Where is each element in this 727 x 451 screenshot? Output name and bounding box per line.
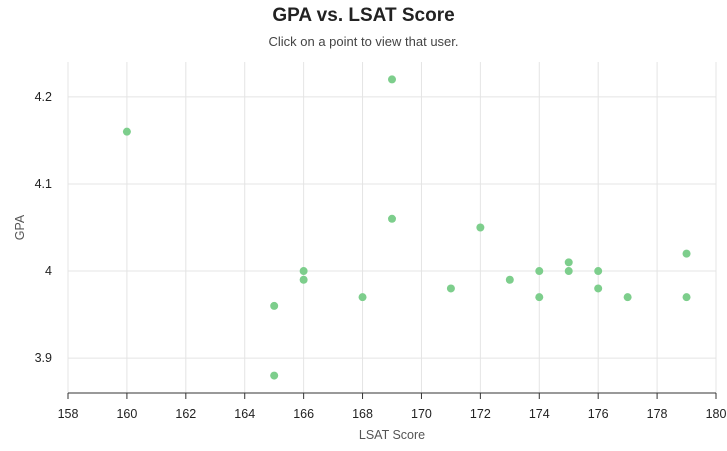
data-point[interactable]	[270, 301, 279, 310]
data-point[interactable]	[594, 284, 603, 293]
x-tick-label: 160	[116, 407, 137, 421]
x-tick-label: 170	[411, 407, 432, 421]
x-tick-label: 180	[706, 407, 727, 421]
data-point[interactable]	[358, 293, 367, 302]
x-tick-label: 158	[58, 407, 79, 421]
data-point[interactable]	[446, 284, 455, 293]
data-point[interactable]	[388, 75, 396, 84]
chart-title: GPA vs. LSAT Score	[272, 5, 455, 26]
data-point[interactable]	[122, 127, 131, 136]
y-tick-label: 3.9	[35, 351, 52, 365]
x-tick-label: 178	[647, 407, 668, 421]
data-point[interactable]	[682, 293, 691, 302]
data-point[interactable]	[299, 275, 308, 284]
x-tick-label: 164	[234, 407, 255, 421]
y-tick-label: 4.2	[35, 90, 52, 104]
data-point[interactable]	[564, 258, 573, 267]
x-tick-label: 176	[588, 407, 609, 421]
data-point[interactable]	[270, 371, 279, 380]
data-point[interactable]	[476, 223, 485, 232]
y-tick-label: 4	[45, 264, 52, 278]
x-tick-label: 172	[470, 407, 491, 421]
x-axis-title: LSAT Score	[359, 428, 425, 442]
x-tick-label: 162	[175, 407, 196, 421]
grid-layer	[67, 62, 717, 393]
axis-layer: 158 160 162 164 166 168 170 172 174 176 178 180 3.9 4…	[35, 90, 727, 421]
x-tick-label: 174	[529, 407, 550, 421]
data-point[interactable]	[388, 214, 396, 223]
x-tick-label: 168	[352, 407, 373, 421]
y-tick-label: 4.1	[35, 177, 52, 191]
data-point[interactable]	[623, 293, 632, 302]
data-point[interactable]	[535, 267, 544, 276]
data-point[interactable]	[299, 267, 308, 276]
x-tick-label: 166	[293, 407, 314, 421]
points-layer	[122, 75, 691, 380]
data-point[interactable]	[594, 267, 603, 276]
data-point[interactable]	[564, 267, 573, 276]
chart-subtitle: Click on a point to view that user.	[268, 34, 459, 49]
data-point[interactable]	[505, 275, 514, 284]
data-point[interactable]	[535, 293, 544, 302]
data-point[interactable]	[682, 249, 691, 258]
y-axis-title: GPA	[13, 214, 27, 240]
